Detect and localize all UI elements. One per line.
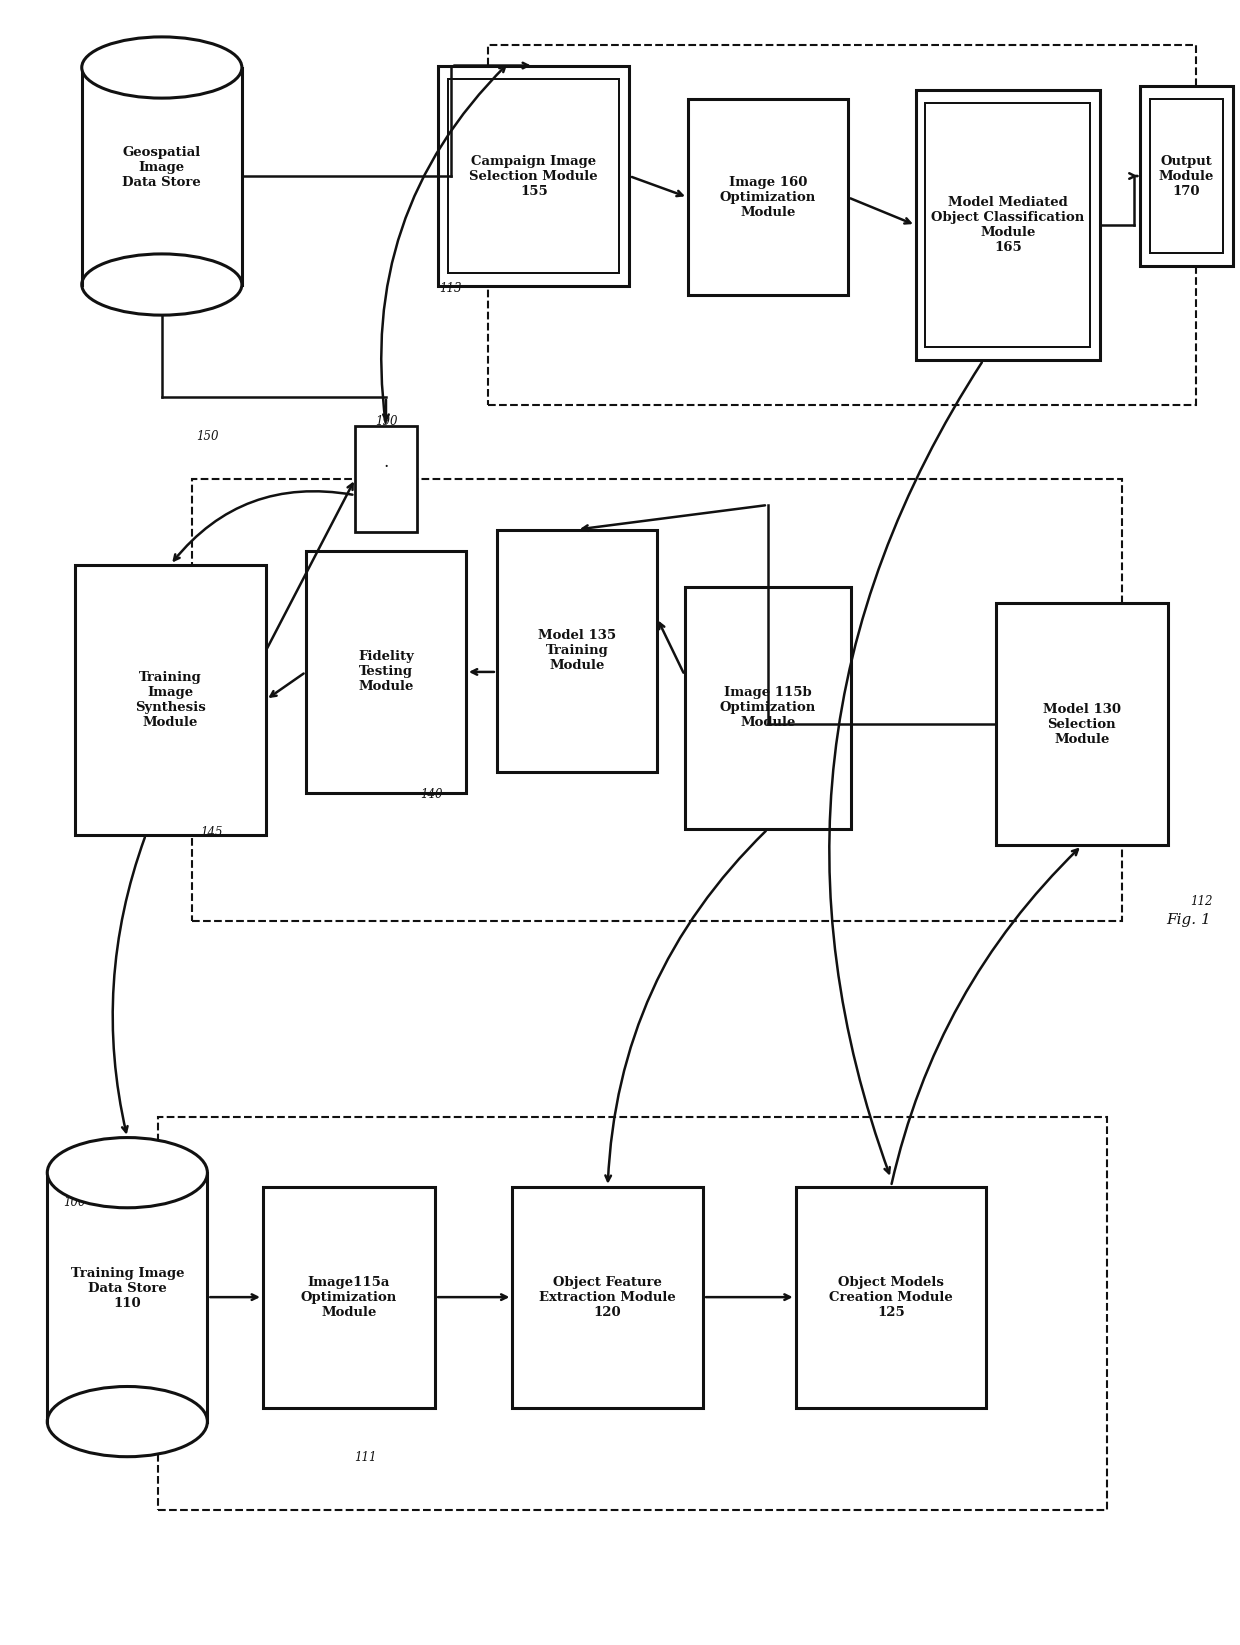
Text: Object Feature
Extraction Module
120: Object Feature Extraction Module 120 (539, 1275, 676, 1319)
Text: Image 115b
Optimization
Module: Image 115b Optimization Module (719, 686, 816, 729)
FancyBboxPatch shape (796, 1186, 987, 1408)
FancyBboxPatch shape (438, 66, 629, 286)
FancyBboxPatch shape (497, 530, 657, 772)
Ellipse shape (82, 253, 242, 316)
FancyBboxPatch shape (263, 1186, 435, 1408)
Text: Campaign Image
Selection Module
155: Campaign Image Selection Module 155 (470, 155, 598, 197)
FancyBboxPatch shape (996, 604, 1168, 846)
FancyBboxPatch shape (688, 99, 848, 296)
Text: Object Models
Creation Module
125: Object Models Creation Module 125 (830, 1275, 952, 1319)
Text: .: . (383, 454, 388, 470)
Text: 150: 150 (196, 429, 218, 443)
Text: Model Mediated
Object Classification
Module
165: Model Mediated Object Classification Mod… (931, 196, 1085, 253)
FancyBboxPatch shape (1141, 86, 1233, 266)
Text: 190: 190 (374, 415, 397, 428)
FancyBboxPatch shape (684, 587, 851, 829)
Text: 140: 140 (420, 788, 443, 801)
FancyBboxPatch shape (355, 426, 417, 531)
Ellipse shape (47, 1138, 207, 1207)
Text: 111: 111 (353, 1451, 376, 1464)
Text: Training
Image
Synthesis
Module: Training Image Synthesis Module (135, 671, 206, 729)
Text: 113: 113 (439, 283, 461, 296)
Text: Fig. 1: Fig. 1 (1167, 913, 1211, 926)
Text: Model 135
Training
Module: Model 135 Training Module (538, 628, 616, 673)
Bar (47, 1173, 207, 1421)
Ellipse shape (47, 1387, 207, 1457)
Text: 145: 145 (200, 826, 222, 839)
Text: 100~: 100~ (63, 1196, 95, 1209)
FancyBboxPatch shape (74, 564, 265, 834)
Ellipse shape (82, 36, 242, 99)
Bar (82, 67, 242, 285)
Text: Image 160
Optimization
Module: Image 160 Optimization Module (719, 176, 816, 219)
FancyBboxPatch shape (512, 1186, 703, 1408)
FancyBboxPatch shape (306, 551, 466, 793)
Text: Geospatial
Image
Data Store: Geospatial Image Data Store (123, 146, 201, 189)
Text: Output
Module
170: Output Module 170 (1159, 155, 1214, 197)
Text: 112: 112 (1190, 895, 1213, 908)
Text: Model 130
Selection
Module: Model 130 Selection Module (1043, 702, 1121, 745)
FancyBboxPatch shape (915, 90, 1100, 360)
Text: Fidelity
Testing
Module: Fidelity Testing Module (358, 650, 414, 694)
Text: Training Image
Data Store
110: Training Image Data Store 110 (71, 1267, 184, 1311)
Text: Image115a
Optimization
Module: Image115a Optimization Module (301, 1275, 397, 1319)
